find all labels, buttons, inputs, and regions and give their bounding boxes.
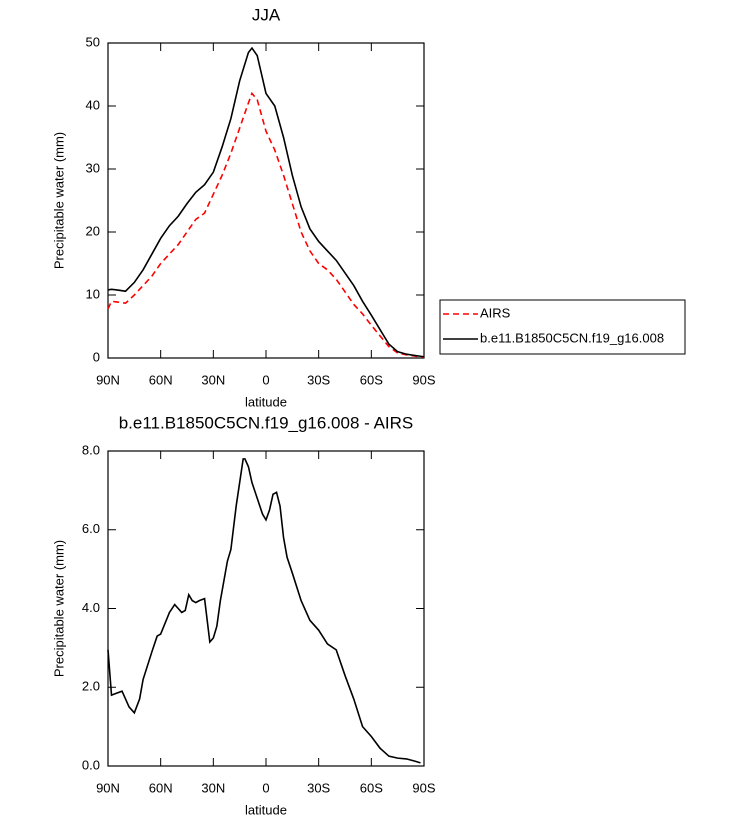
y-tick-label: 20 (86, 223, 100, 238)
y-tick-label: 30 (86, 160, 100, 175)
y-tick-label: 6.0 (82, 521, 100, 536)
data-line (107, 46, 425, 358)
x-tick-label: 60N (149, 372, 173, 387)
x-tick-label: 30N (201, 780, 225, 795)
x-tick-label: 0 (262, 780, 269, 795)
y-axis-label: Precipitable water (mm) (51, 540, 66, 677)
x-tick-label: 30S (307, 780, 330, 795)
legend-label: AIRS (480, 305, 511, 320)
x-tick-label: 30S (307, 372, 330, 387)
chart-title: b.e11.B1850C5CN.f19_g16.008 - AIRS (119, 413, 414, 432)
legend-box (439, 299, 686, 355)
data-line (107, 458, 421, 764)
x-tick-label: 90N (96, 372, 120, 387)
legend-label: b.e11.B1850C5CN.f19_g16.008 (480, 330, 664, 345)
y-tick-label: 10 (86, 286, 100, 301)
y-tick-label: 2.0 (82, 679, 100, 694)
plot-frame (107, 450, 425, 767)
x-tick-label: 60S (360, 780, 383, 795)
x-tick-label: 0 (262, 372, 269, 387)
x-tick-label: 90S (412, 780, 435, 795)
x-tick-label: 90N (96, 780, 120, 795)
chart-title: JJA (252, 5, 281, 24)
y-axis-label: Precipitable water (mm) (51, 132, 66, 269)
x-axis-label: latitude (245, 394, 287, 409)
x-tick-label: 60N (149, 780, 173, 795)
y-tick-label: 40 (86, 97, 100, 112)
y-tick-label: 0 (93, 349, 100, 364)
x-tick-label: 60S (360, 372, 383, 387)
y-tick-label: 50 (86, 34, 100, 49)
x-axis-label: latitude (245, 802, 287, 817)
y-tick-label: 4.0 (82, 600, 100, 615)
x-tick-label: 90S (412, 372, 435, 387)
y-tick-label: 8.0 (82, 442, 100, 457)
x-tick-label: 30N (201, 372, 225, 387)
data-line (107, 91, 425, 359)
y-tick-label: 0.0 (82, 757, 100, 772)
